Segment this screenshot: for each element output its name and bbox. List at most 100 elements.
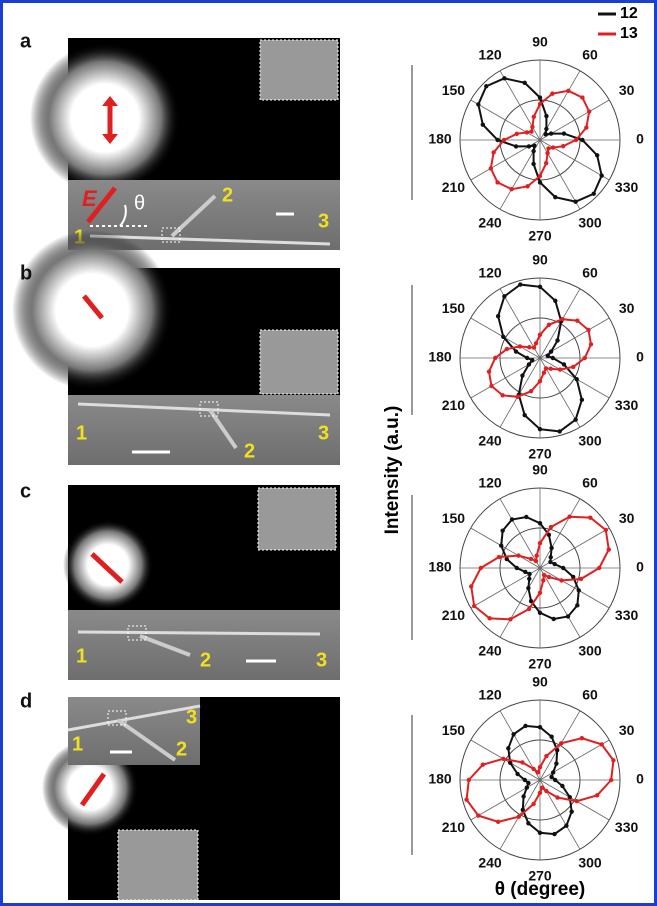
data-point	[552, 562, 556, 566]
data-point	[495, 138, 499, 142]
data-point	[538, 285, 542, 289]
data-point	[500, 393, 504, 397]
data-point	[495, 180, 499, 184]
data-point	[589, 342, 593, 346]
data-point	[484, 84, 488, 88]
data-point	[552, 832, 556, 836]
angle-tick-label: 90	[532, 674, 548, 690]
data-point	[536, 770, 540, 774]
panel-label: c	[20, 480, 31, 502]
panel-c: c 1 2 3	[20, 480, 340, 680]
data-point	[567, 515, 571, 519]
data-point	[550, 91, 554, 95]
y-axis-label: Intensity (a.u.)	[382, 406, 403, 535]
data-point	[541, 578, 545, 582]
angle-tick-label: 120	[478, 687, 502, 703]
data-point	[538, 174, 542, 178]
data-point	[525, 130, 529, 134]
angle-tick-label: 180	[428, 131, 452, 147]
end-label: 3	[186, 706, 197, 728]
data-point	[496, 314, 500, 318]
angle-tick-label: 60	[582, 265, 598, 281]
data-point	[540, 786, 544, 790]
angle-tick-label: 150	[442, 82, 466, 98]
data-point	[538, 180, 542, 184]
data-point	[530, 358, 534, 362]
data-point	[487, 616, 491, 620]
end-label: 2	[176, 738, 187, 760]
data-point	[531, 802, 535, 806]
data-point	[510, 517, 514, 521]
data-point	[551, 356, 555, 360]
panel-label: b	[20, 262, 32, 284]
data-point	[524, 515, 528, 519]
data-point	[469, 584, 473, 588]
data-point	[516, 553, 520, 557]
angle-tick-label: 120	[478, 265, 502, 281]
data-point	[529, 557, 533, 561]
data-point	[538, 102, 542, 106]
data-point	[523, 570, 527, 574]
angle-tick-label: 300	[578, 433, 602, 449]
legend-label: 12	[620, 5, 638, 22]
data-point	[551, 770, 555, 774]
angle-tick-label: 240	[478, 433, 502, 449]
data-point	[499, 543, 503, 547]
data-point	[538, 725, 542, 729]
angle-tick-label: 90	[532, 252, 548, 268]
data-point	[544, 366, 548, 370]
data-point	[562, 131, 566, 135]
data-point	[597, 566, 601, 570]
end-label: 3	[318, 210, 329, 232]
angle-tick-label: 150	[442, 510, 466, 526]
end-label: 1	[76, 422, 87, 444]
data-point	[551, 617, 555, 621]
data-point	[553, 778, 557, 782]
panel-label: a	[20, 30, 32, 52]
data-point	[548, 560, 552, 564]
data-point	[529, 389, 533, 393]
data-point	[549, 775, 553, 779]
angle-tick-label: 330	[615, 397, 639, 413]
angle-tick-label: 210	[442, 397, 466, 413]
data-point	[467, 778, 471, 782]
data-point	[506, 746, 510, 750]
data-point	[523, 778, 527, 782]
data-point	[543, 132, 547, 136]
data-point	[544, 127, 548, 131]
data-point	[502, 138, 506, 142]
data-point	[566, 89, 570, 93]
data-point	[562, 362, 566, 366]
angle-tick-label: 120	[478, 475, 502, 491]
end-label: 3	[316, 649, 327, 671]
data-point	[595, 793, 599, 797]
data-point	[527, 345, 531, 349]
data-point	[534, 341, 538, 345]
data-point	[579, 577, 583, 581]
data-point	[522, 81, 526, 85]
data-point	[538, 333, 542, 337]
data-point	[604, 528, 608, 532]
data-point	[529, 129, 533, 133]
end-label: 1	[72, 733, 83, 755]
data-point	[538, 765, 542, 769]
data-point	[472, 604, 476, 608]
data-point	[502, 294, 506, 298]
data-point	[575, 799, 579, 803]
angle-tick-label: 270	[528, 446, 552, 462]
angle-tick-label: 210	[442, 179, 466, 195]
data-point	[526, 821, 530, 825]
data-point	[549, 367, 553, 371]
data-point	[538, 831, 542, 835]
angle-tick-label: 240	[478, 215, 502, 231]
data-point	[521, 794, 525, 798]
data-point	[555, 338, 559, 342]
data-point	[542, 370, 546, 374]
grid-spoke	[471, 780, 540, 820]
data-point	[496, 820, 500, 824]
data-point	[522, 413, 526, 417]
data-point	[599, 742, 603, 746]
data-point	[549, 555, 553, 559]
data-point	[527, 144, 531, 148]
data-point	[531, 162, 535, 166]
